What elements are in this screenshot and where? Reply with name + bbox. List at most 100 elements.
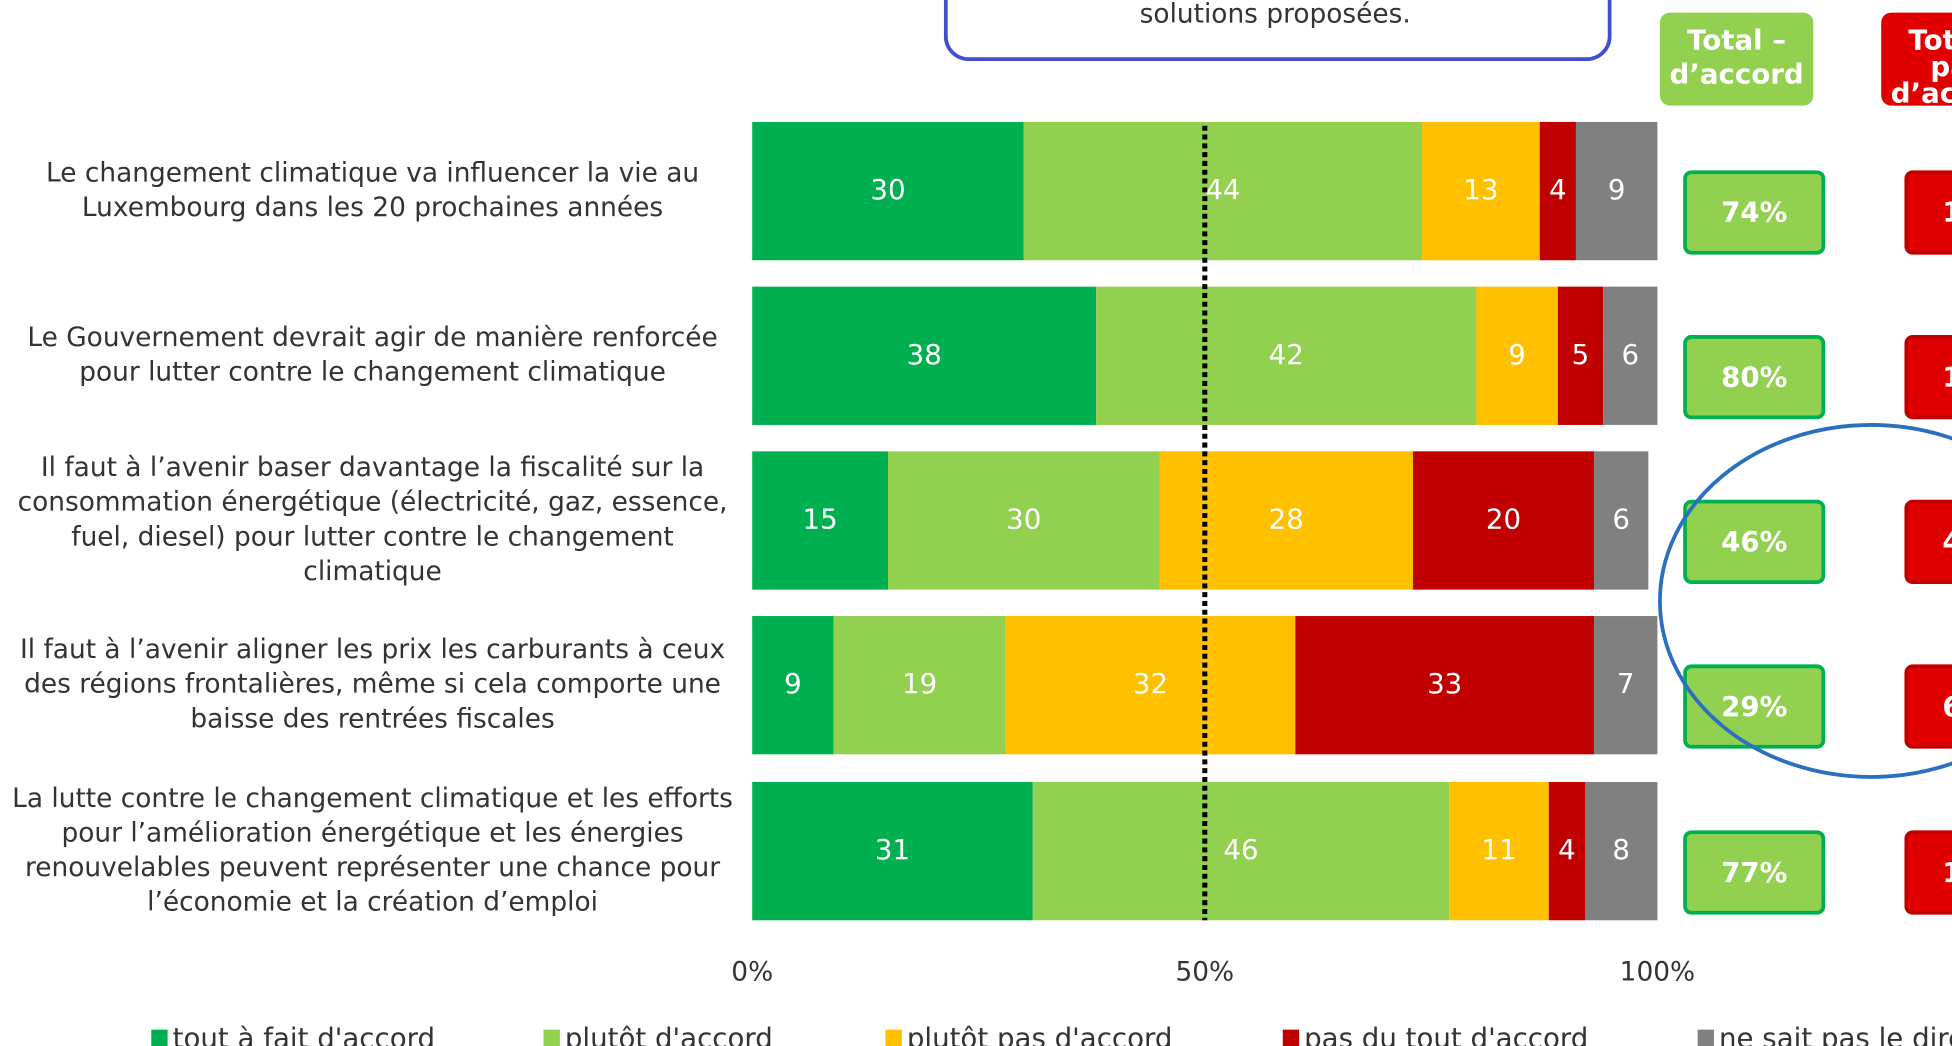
segment-label: 6 [1621, 338, 1639, 371]
x-tick-label: 0% [731, 957, 773, 988]
category-label: fuel, diesel) pour lutter contre le chan… [71, 521, 673, 552]
segment-label: 9 [1608, 173, 1626, 206]
segment-label: 9 [784, 667, 802, 700]
total-box [1683, 335, 1826, 420]
segment-label: 30 [1006, 502, 1041, 535]
legend-label: plutôt d'accord [565, 1022, 773, 1046]
total-header-box [1659, 12, 1814, 106]
segment-label: 4 [1549, 173, 1567, 206]
total-label: 65% [1942, 690, 1952, 723]
total-box [1904, 170, 1952, 255]
bar-segment [1575, 121, 1658, 261]
segment-label: 42 [1269, 338, 1304, 371]
bar-segment [1594, 616, 1658, 755]
bar-segment [1005, 616, 1296, 755]
total-header: Total – [1687, 23, 1786, 56]
category-label: Le changement climatique va influencer l… [46, 157, 699, 188]
x-tick-label: 50% [1175, 957, 1234, 988]
segment-label: 11 [1481, 833, 1516, 866]
total-label: 13% [1942, 196, 1952, 229]
bar-segment [1548, 781, 1585, 921]
note-box [943, 0, 1612, 61]
bar-segment [1539, 121, 1576, 261]
legend-swatch [885, 1029, 902, 1046]
total-label: 11% [1942, 360, 1952, 393]
category-label: renouvelables peuvent représenter une ch… [25, 852, 720, 883]
category-label: des régions frontalières, même si cela c… [24, 669, 721, 700]
legend-swatch [151, 1029, 168, 1046]
segment-label: 7 [1617, 667, 1635, 700]
total-header: d’accord [1891, 76, 1952, 109]
total-header: d’accord [1670, 57, 1804, 90]
total-box [1904, 664, 1952, 749]
legend-swatch [1697, 1029, 1714, 1046]
segment-label: 5 [1572, 338, 1590, 371]
bar-segment [1096, 286, 1477, 425]
segment-label: 19 [902, 667, 937, 700]
legend-label: ne sait pas le dire [1719, 1022, 1952, 1046]
category-label: climatique [303, 556, 441, 587]
segment-label: 6 [1612, 502, 1630, 535]
annotation: solutions proposées. [1140, 0, 1411, 30]
total-label: 74% [1721, 196, 1787, 229]
bar-segment [1594, 451, 1649, 590]
segment-label: 20 [1486, 502, 1521, 535]
category-label: Il faut à l’avenir baser davantage la fi… [41, 452, 704, 483]
segment-label: 31 [875, 833, 910, 866]
segment-label: 9 [1508, 338, 1526, 371]
total-box [1904, 499, 1952, 584]
category-label: pour l’amélioration énergétique et les é… [61, 817, 683, 848]
total-box [1683, 830, 1826, 915]
category-label: pour lutter contre le changement climati… [79, 357, 666, 388]
total-box [1904, 830, 1952, 915]
bar-segment [1476, 286, 1558, 425]
segment-label: 30 [870, 173, 905, 206]
total-box [1683, 170, 1826, 255]
bar-segment [752, 616, 834, 755]
segment-label: 38 [907, 338, 942, 371]
legend-label: plutôt pas d'accord [907, 1022, 1173, 1046]
segment-label: 28 [1269, 502, 1304, 535]
total-header-box [1881, 12, 1952, 106]
bar-segment [1557, 286, 1604, 425]
category-label: Luxembourg dans les 20 prochaines années [82, 192, 663, 223]
bar-segment [752, 286, 1097, 425]
total-header: Total – [1908, 23, 1952, 56]
category-label: Il faut à l’avenir aligner les prix les … [20, 634, 725, 665]
category-label: Le Gouvernement devrait agir de manière … [27, 322, 717, 353]
bar-segment [1413, 451, 1595, 590]
total-label: 80% [1721, 360, 1787, 393]
bar-segment [833, 616, 1006, 755]
legend-swatch [1282, 1029, 1300, 1046]
legend-label: pas du tout d'accord [1304, 1022, 1588, 1046]
segment-label: 4 [1558, 833, 1576, 866]
legend-swatch [543, 1029, 560, 1046]
bar-segment [1295, 616, 1595, 755]
bar-segment [1584, 781, 1658, 921]
bar-segment [887, 451, 1160, 590]
segment-label: 13 [1463, 173, 1498, 206]
segment-label: 33 [1427, 667, 1462, 700]
total-label: 46% [1721, 525, 1787, 558]
bar-segment [1449, 781, 1549, 921]
bar-segment [1603, 286, 1658, 425]
total-box [1904, 335, 1952, 420]
bar-segment [1422, 121, 1540, 261]
bar-segment [1023, 121, 1423, 261]
highlight-circle [1658, 423, 1952, 779]
segment-label: 44 [1205, 173, 1240, 206]
segment-label: 32 [1133, 667, 1168, 700]
category-label: l’économie et la création d’emploi [147, 886, 598, 917]
segment-label: 46 [1223, 833, 1258, 866]
bar-segment [752, 781, 1033, 921]
total-label: 15% [1942, 856, 1952, 889]
segment-label: 8 [1612, 833, 1630, 866]
total-header: pas [1930, 50, 1952, 83]
segment-label: 15 [803, 502, 838, 535]
category-label: consommation énergétique (électricité, g… [18, 487, 728, 518]
total-label: 29% [1721, 690, 1787, 723]
total-label: 48% [1942, 525, 1952, 558]
bar-segment [752, 451, 888, 590]
total-box [1683, 499, 1826, 584]
